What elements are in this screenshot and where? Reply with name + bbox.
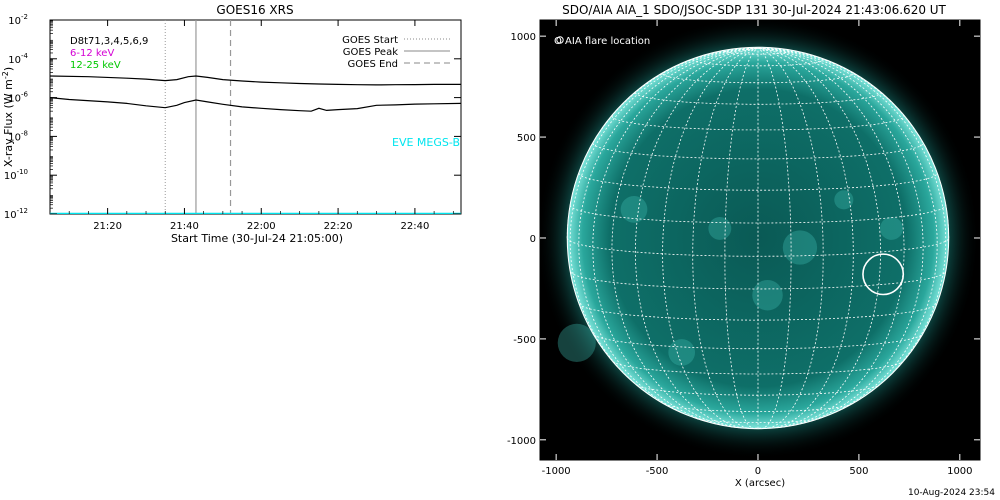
- aia-y-tick-label: -500: [513, 335, 536, 346]
- xrs-y-tick-label: 10-2: [8, 13, 28, 27]
- aia-legend-text: O AIA flare location: [554, 36, 650, 47]
- xrs-marker-legend-item: GOES Start: [342, 35, 398, 46]
- xrs-x-axis-label: Start Time (30-Jul-24 21:05:00): [171, 232, 343, 245]
- xrs-x-tick-label: 22:20: [324, 221, 353, 232]
- xrs-series-line-1: [50, 75, 461, 86]
- grid-line: [592, 47, 759, 426]
- xrs-channel-legend-item: 6-12 keV: [70, 48, 114, 59]
- grid-line: [757, 47, 938, 421]
- grid-line: [592, 142, 924, 160]
- xrs-x-axis: 21:20 21:40 22:00 22:20 22:40: [68, 20, 454, 232]
- grid-line: [612, 361, 904, 375]
- grid-line: [757, 47, 854, 429]
- aia-y-tick-label: 1000: [511, 32, 536, 43]
- xrs-y-axis: 10-2 10-4 10-6 10-8 10-10 10-12: [4, 13, 461, 221]
- active-region-glow: [708, 217, 732, 240]
- active-region-glow: [557, 323, 596, 362]
- xrs-series-line-2: [50, 97, 461, 112]
- xrs-marker-legend-item: GOES End: [348, 59, 398, 70]
- xrs-y-tick-label: 10-4: [8, 52, 28, 66]
- goes-event-markers: [164, 20, 232, 214]
- solar-disk: [567, 47, 949, 429]
- xrs-channel-legend-item: 12-25 keV: [70, 60, 121, 71]
- active-region-glow: [620, 196, 648, 223]
- grid-line: [662, 47, 759, 429]
- grid-line: [634, 47, 759, 429]
- xrs-y-tick-label: 10-6: [8, 91, 28, 105]
- flare-legend-symbol: [556, 36, 564, 44]
- grid-line: [570, 271, 946, 290]
- xrs-y-tick-label: 10-8: [8, 129, 28, 143]
- xrs-channel-legend-item: D8t71,3,4,5,6,9: [70, 36, 148, 47]
- grid-line: [692, 47, 759, 429]
- aia-y-axis: 1000 500 0 -500 -1000: [507, 32, 980, 447]
- aia-x-axis-label: X (arcsec): [735, 478, 785, 489]
- grid-line: [757, 47, 924, 426]
- grid-line: [757, 47, 792, 430]
- aia-image-panel: SDO/AIA AIA_1 SDO/JSOC-SDP 131 30-Jul-20…: [507, 3, 981, 489]
- active-region-glow: [782, 230, 818, 265]
- aia-legend: O AIA flare location: [554, 36, 650, 47]
- grid-line: [757, 47, 824, 429]
- xrs-chart: GOES16 XRS 10-2 10-4 10-6 10-8 10-10 10-12 21…: [1, 3, 462, 245]
- active-region-glow: [668, 339, 696, 366]
- aia-y-tick-label: -1000: [507, 436, 536, 447]
- footer-timestamp: 10-Aug-2024 23:54: [908, 488, 995, 498]
- grid-line: [569, 47, 759, 405]
- grid-line: [578, 47, 759, 421]
- solar-limb-outline: [566, 46, 950, 430]
- solar-image-layers: [540, 20, 980, 460]
- xrs-plot-frame: [49, 19, 462, 215]
- heliographic-grid: [566, 47, 950, 430]
- aia-x-tick-label: -500: [646, 466, 669, 477]
- grid-line: [724, 47, 759, 430]
- xrs-x-tick-label: 22:00: [247, 221, 276, 232]
- aia-x-tick-label: 500: [849, 466, 868, 477]
- aia-x-tick-label: 0: [755, 466, 761, 477]
- xrs-series-group: [50, 75, 461, 214]
- grid-line: [695, 417, 821, 423]
- aia-x-tick-label: -1000: [542, 466, 571, 477]
- grid-line: [757, 47, 947, 405]
- aia-x-axis: -1000 -500 0 500 1000: [542, 20, 973, 477]
- active-region-glow: [880, 217, 903, 240]
- grid-line: [757, 47, 882, 429]
- xrs-y-tick-label: 10-12: [4, 207, 28, 221]
- active-region-glow: [752, 279, 783, 311]
- xrs-y-axis-label: X-ray Flux (W m-2): [1, 67, 15, 167]
- xrs-chart-title: GOES16 XRS: [216, 3, 293, 17]
- aia-y-tick-label: 0: [530, 234, 536, 245]
- grid-line: [724, 50, 792, 55]
- xrs-marker-legend-item: GOES Peak: [343, 47, 398, 58]
- aia-image-title: SDO/AIA AIA_1 SDO/JSOC-SDP 131 30-Jul-20…: [562, 3, 946, 17]
- grid-line: [611, 115, 905, 131]
- flare-location-circle: [862, 253, 905, 296]
- xrs-y-tick-label: 10-10: [4, 168, 28, 182]
- xrs-x-tick-label: 21:40: [170, 221, 199, 232]
- aia-x-tick-label: 1000: [947, 466, 972, 477]
- eve-megs-b-label: EVE MEGS-B: [392, 136, 460, 149]
- aia-y-tick-label: 500: [517, 133, 536, 144]
- xrs-x-tick-label: 21:20: [93, 221, 122, 232]
- grid-line: [578, 172, 938, 191]
- xrs-x-tick-label: 22:40: [400, 221, 429, 232]
